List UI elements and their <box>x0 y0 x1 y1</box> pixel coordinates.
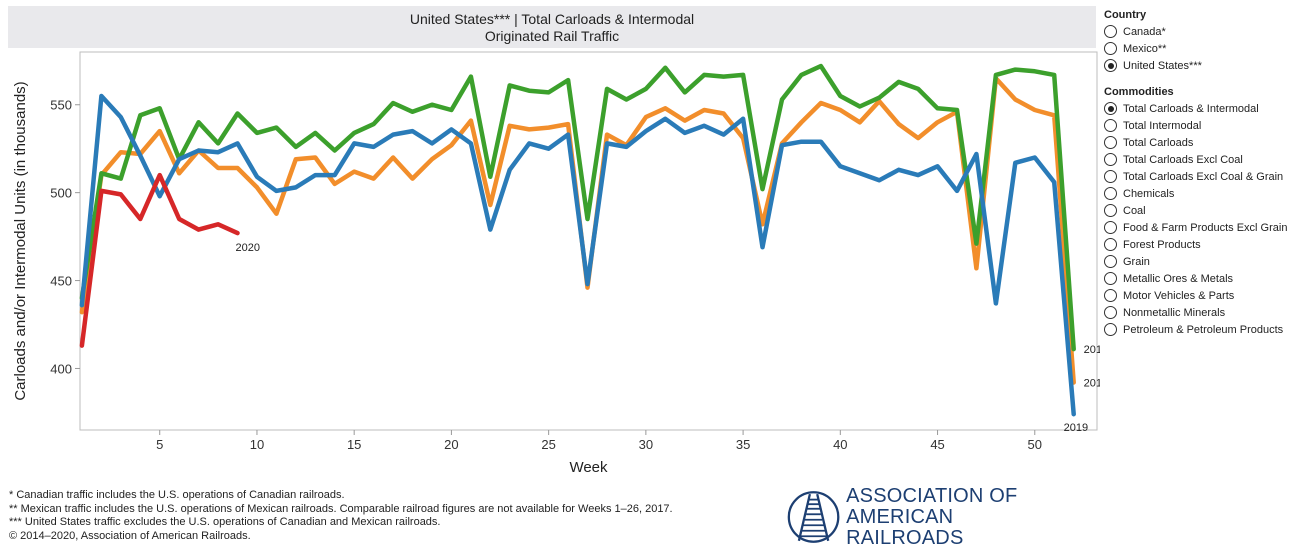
x-tick-label: 40 <box>833 437 847 452</box>
series-end-label-2018: 2018 <box>1084 344 1100 356</box>
y-axis-title: Carloads and/or Intermodal Units (in tho… <box>12 81 29 400</box>
x-tick-label: 15 <box>347 437 361 452</box>
radio-unselected-icon[interactable] <box>1104 204 1117 217</box>
commodity-option-label: Chemicals <box>1123 187 1175 200</box>
x-tick-label: 25 <box>541 437 555 452</box>
chart-title: United States*** | Total Carloads & Inte… <box>409 11 695 27</box>
footnote-mexico: ** Mexican traffic includes the U.S. ope… <box>9 502 673 515</box>
line-chart: 5 10 15 20 25 30 35 40 45 50 400 450 500 550 Week Carlo… <box>12 51 1100 476</box>
commodity-option-label: Grain <box>1123 255 1150 268</box>
copyright: © 2014–2020, Association of American Rai… <box>9 529 251 542</box>
commodity-option-label: Food & Farm Products Excl Grain <box>1123 221 1288 234</box>
x-tick-label: 35 <box>736 437 750 452</box>
chart-title-bar: United States*** | Total Carloads & Inte… <box>8 6 1096 48</box>
commodity-option-label: Petroleum & Petroleum Products <box>1123 323 1284 336</box>
radio-unselected-icon[interactable] <box>1104 221 1117 234</box>
commodity-option-total-carloads-excl-coal-grain[interactable]: Total Carloads Excl Coal & Grain <box>1104 168 1309 185</box>
commodity-option-food-farm-products-excl-grain[interactable]: Food & Farm Products Excl Grain <box>1104 219 1309 236</box>
series-end-label-2019: 2019 <box>1064 422 1088 434</box>
radio-unselected-icon[interactable] <box>1104 42 1117 55</box>
commodity-option-chemicals[interactable]: Chemicals <box>1104 185 1309 202</box>
radio-unselected-icon[interactable] <box>1104 187 1117 200</box>
commodity-option-label: Total Carloads Excl Coal <box>1123 153 1243 166</box>
commodity-option-label: Nonmetallic Minerals <box>1123 306 1226 319</box>
radio-unselected-icon[interactable] <box>1104 323 1117 336</box>
y-tick-label: 500 <box>50 186 72 201</box>
plot-area <box>79 51 1098 431</box>
x-axis-title: Week <box>569 459 608 476</box>
filter-sidebar: Country Canada* Mexico** United States*** … <box>1104 9 1309 338</box>
country-option-united-states[interactable]: United States*** <box>1104 57 1309 74</box>
country-option-label: Mexico** <box>1123 42 1167 55</box>
y-tick-label: 550 <box>50 98 72 113</box>
radio-unselected-icon[interactable] <box>1104 306 1117 319</box>
radio-unselected-icon[interactable] <box>1104 119 1117 132</box>
aar-logo: ASSOCIATION OF AMERICAN RAILROADS <box>787 484 1057 549</box>
commodity-option-label: Total Intermodal <box>1123 119 1202 132</box>
commodities-heading: Commodities <box>1104 86 1174 98</box>
commodity-option-grain[interactable]: Grain <box>1104 253 1309 270</box>
country-heading: Country <box>1104 9 1147 21</box>
y-tick-label: 400 <box>50 361 72 376</box>
commodity-option-label: Total Carloads Excl Coal & Grain <box>1123 170 1284 183</box>
series-line-2018 <box>79 63 1076 352</box>
footnote-united-states: *** United States traffic excludes the U… <box>9 516 441 528</box>
series-line-2020 <box>79 172 240 348</box>
commodity-option-coal[interactable]: Coal <box>1104 202 1309 219</box>
commodities-filter: Commodities Total Carloads & Intermodal T… <box>1104 86 1309 338</box>
y-tick-label: 450 <box>50 274 72 289</box>
radio-unselected-icon[interactable] <box>1104 255 1117 268</box>
commodity-option-metallic-ores-metals[interactable]: Metallic Ores & Metals <box>1104 270 1309 287</box>
commodity-option-label: Coal <box>1123 204 1146 217</box>
footnotes: * Canadian traffic includes the U.S. ope… <box>9 489 673 543</box>
country-option-mexico[interactable]: Mexico** <box>1104 40 1309 57</box>
radio-unselected-icon[interactable] <box>1104 136 1117 149</box>
x-tick-label: 45 <box>930 437 944 452</box>
radio-unselected-icon[interactable] <box>1104 238 1117 251</box>
x-tick-label: 10 <box>250 437 264 452</box>
logo-text: ASSOCIATION OF AMERICAN RAILROADS <box>846 484 1057 549</box>
country-option-canada[interactable]: Canada* <box>1104 23 1309 40</box>
commodity-option-nonmetallic-minerals[interactable]: Nonmetallic Minerals <box>1104 304 1309 321</box>
radio-unselected-icon[interactable] <box>1104 153 1117 166</box>
series-end-label-2020: 2020 <box>236 242 260 254</box>
commodity-option-forest-products[interactable]: Forest Products <box>1104 236 1309 253</box>
commodity-option-total-carloads-excl-coal[interactable]: Total Carloads Excl Coal <box>1104 151 1309 168</box>
radio-unselected-icon[interactable] <box>1104 289 1117 302</box>
country-option-label: Canada* <box>1123 25 1166 38</box>
radio-unselected-icon[interactable] <box>1104 170 1117 183</box>
series-end-label-2017: 2017 <box>1084 378 1100 390</box>
railroad-track-logo-icon <box>787 491 840 543</box>
country-option-label: United States*** <box>1123 59 1202 72</box>
radio-selected-icon[interactable] <box>1104 59 1117 72</box>
series-line-2019 <box>79 93 1076 417</box>
commodity-option-motor-vehicles-parts[interactable]: Motor Vehicles & Parts <box>1104 287 1309 304</box>
x-tick-label: 50 <box>1028 437 1042 452</box>
x-tick-label: 5 <box>156 437 163 452</box>
footnote-canada: * Canadian traffic includes the U.S. ope… <box>9 489 345 501</box>
logo-line-1: ASSOCIATION OF <box>846 484 1018 507</box>
commodity-option-label: Metallic Ores & Metals <box>1123 272 1234 285</box>
x-tick-label: 30 <box>639 437 653 452</box>
commodity-option-petroleum-petroleum-products[interactable]: Petroleum & Petroleum Products <box>1104 321 1309 338</box>
commodity-option-label: Total Carloads & Intermodal <box>1123 102 1259 115</box>
commodity-option-total-carloads-intermodal[interactable]: Total Carloads & Intermodal <box>1104 100 1309 117</box>
x-tick-label: 20 <box>444 437 458 452</box>
logo-line-2: AMERICAN RAILROADS <box>846 505 964 549</box>
radio-unselected-icon[interactable] <box>1104 25 1117 38</box>
commodity-option-total-carloads[interactable]: Total Carloads <box>1104 134 1309 151</box>
commodity-option-label: Total Carloads <box>1123 136 1194 149</box>
radio-unselected-icon[interactable] <box>1104 272 1117 285</box>
commodity-option-label: Forest Products <box>1123 238 1201 251</box>
chart-subtitle: Originated Rail Traffic <box>484 28 620 44</box>
radio-selected-icon[interactable] <box>1104 102 1117 115</box>
commodity-option-total-intermodal[interactable]: Total Intermodal <box>1104 117 1309 134</box>
commodity-option-label: Motor Vehicles & Parts <box>1123 289 1235 302</box>
country-filter: Country Canada* Mexico** United States*** <box>1104 9 1309 74</box>
